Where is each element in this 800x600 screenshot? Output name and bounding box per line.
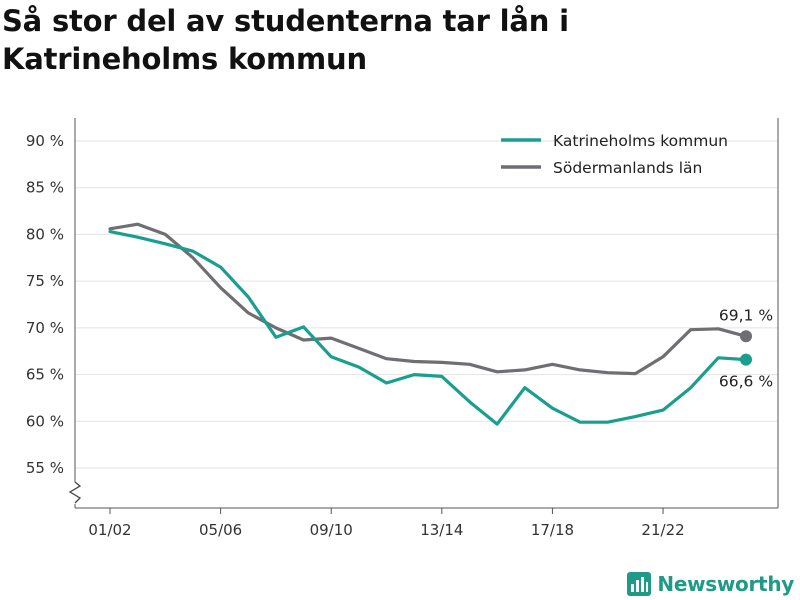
y-tick-label: 80 %: [26, 225, 64, 243]
series-end-point: [740, 330, 752, 343]
y-tick-label: 75 %: [26, 272, 64, 290]
x-tick-label: 05/06: [199, 521, 242, 539]
y-tick-label: 85 %: [26, 179, 64, 197]
x-tick-label: 17/18: [531, 521, 574, 539]
series-line: [108, 222, 748, 376]
y-tick-label: 60 %: [26, 412, 64, 430]
y-axis-ticks: 55 % 60 % 65 % 70 % 75 % 80 % 85 % 90 %: [26, 132, 64, 477]
series-line: [108, 230, 748, 426]
gridlines: [75, 140, 778, 469]
series-lines: [108, 222, 752, 426]
legend-label: Södermanlands län: [553, 159, 702, 177]
y-tick-label: 55 %: [26, 459, 64, 477]
axes: [68, 118, 779, 509]
x-tick-label: 01/02: [88, 521, 131, 539]
legend: Katrineholms kommun Södermanlands län: [501, 132, 728, 177]
end-labels: 66,6 % 69,1 %: [719, 306, 773, 390]
x-axis-ticks: 01/02 05/06 09/10 13/14 17/18 21/22: [88, 508, 685, 539]
y-tick-label: 65 %: [26, 366, 64, 384]
x-tick-label: 21/22: [641, 521, 684, 539]
y-tick-label: 70 %: [26, 319, 64, 337]
x-tick-label: 09/10: [310, 521, 353, 539]
legend-label: Katrineholms kommun: [553, 132, 728, 150]
brand-name: Newsworthy: [657, 572, 794, 596]
series-end-label: 69,1 %: [719, 306, 773, 324]
series-end-label: 66,6 %: [719, 373, 773, 391]
axis-break-icon: [68, 481, 82, 504]
chart-title: Så stor del av studenterna tar lån i Kat…: [2, 4, 569, 76]
x-tick-label: 13/14: [420, 521, 463, 539]
y-tick-label: 90 %: [26, 132, 64, 150]
newsworthy-brand[interactable]: Newsworthy: [627, 572, 794, 596]
series-end-point: [740, 353, 752, 366]
bar-chart-logo-icon: [627, 572, 652, 596]
